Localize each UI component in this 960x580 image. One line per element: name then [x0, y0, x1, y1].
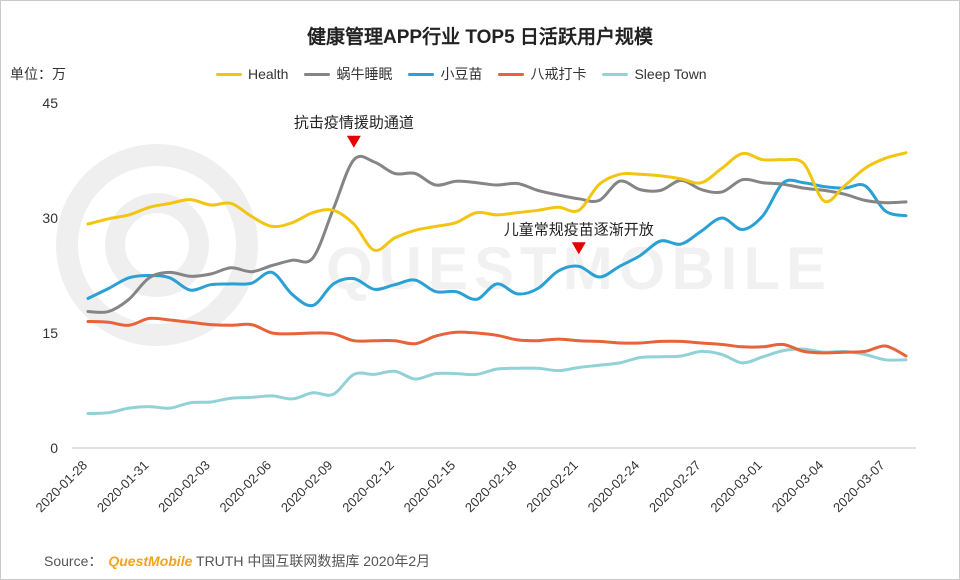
legend-item-bajie[interactable]: 八戒打卡	[498, 64, 586, 84]
legend-label-health: Health	[248, 66, 289, 82]
y-tick-label: 15	[42, 325, 58, 341]
legend-label-xiaodoumiao: 小豆苗	[440, 66, 483, 82]
legend-label-woniu: 蜗牛睡眠	[336, 66, 393, 82]
y-tick-label: 0	[50, 440, 58, 456]
y-tick-label: 45	[42, 95, 58, 111]
source-brand: QuestMobile	[108, 553, 193, 569]
legend-swatch-bajie	[498, 72, 525, 76]
x-tick-label: 2020-01-31	[94, 458, 152, 516]
source-text: TRUTH 中国互联网数据库 2020年2月	[196, 553, 431, 569]
source-note: Source： QuestMobile TRUTH 中国互联网数据库 2020年2…	[44, 551, 430, 571]
x-tick-label: 2020-02-24	[585, 458, 643, 516]
legend-label-bajie: 八戒打卡	[530, 66, 587, 82]
x-tick-label: 2020-02-15	[401, 458, 459, 516]
legend-item-woniu[interactable]: 蜗牛睡眠	[304, 64, 392, 84]
series-line-woniu	[86, 154, 908, 314]
legend-item-health[interactable]: Health	[216, 64, 288, 84]
source-prefix: Source：	[44, 553, 103, 569]
legend-swatch-health	[216, 72, 242, 76]
x-tick-label: 2020-03-04	[769, 458, 827, 516]
x-tick-label: 2020-03-01	[707, 458, 765, 516]
x-tick-label: 2020-02-27	[646, 458, 704, 516]
x-tick-label: 2020-02-06	[217, 458, 275, 516]
x-tick-label: 2020-02-12	[339, 458, 397, 516]
legend-swatch-sleeptown	[602, 72, 629, 76]
series-line-sleeptown	[86, 347, 908, 415]
chart-title: 健康管理APP行业 TOP5 日活跃用户规模	[307, 27, 653, 48]
legend-item-sleeptown[interactable]: Sleep Town	[602, 64, 707, 84]
x-tick-label: 2020-02-21	[523, 458, 581, 516]
series-line-xiaodoumiao	[86, 178, 908, 308]
x-tick-label: 2020-03-07	[830, 458, 888, 516]
x-tick-label: 2020-02-03	[155, 458, 213, 516]
legend: Health 蜗牛睡眠 小豆苗 八戒打卡 Sleep Town	[216, 64, 707, 84]
annotation-marker	[571, 242, 586, 255]
x-tick-label: 2020-01-28	[32, 458, 90, 516]
series-line-health	[86, 151, 908, 252]
y-tick-label: 30	[42, 210, 58, 226]
x-tick-label: 2020-02-18	[462, 458, 520, 516]
x-tick-label: 2020-02-09	[278, 458, 336, 516]
legend-swatch-xiaodoumiao	[408, 72, 435, 76]
series-line-bajie	[86, 316, 908, 358]
legend-label-sleeptown: Sleep Town	[634, 66, 707, 82]
annotation-marker	[346, 135, 361, 148]
annotation-label: 儿童常规疫苗逐渐开放	[504, 220, 654, 238]
legend-swatch-woniu	[304, 72, 331, 76]
legend-item-xiaodoumiao[interactable]: 小豆苗	[408, 64, 482, 84]
annotation-label: 抗击疫情援助通道	[294, 115, 414, 132]
y-axis-unit: 单位：万	[10, 66, 66, 82]
